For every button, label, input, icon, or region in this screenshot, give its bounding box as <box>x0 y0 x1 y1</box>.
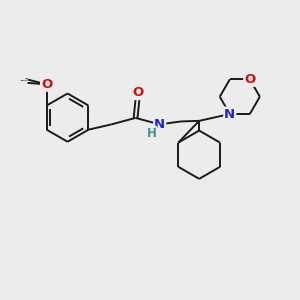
Text: N: N <box>154 118 165 131</box>
Text: methoxy: methoxy <box>21 79 28 80</box>
Text: O: O <box>41 78 52 91</box>
Text: O: O <box>132 86 144 99</box>
Text: H: H <box>146 127 156 140</box>
Text: methoxy: methoxy <box>29 77 35 78</box>
Text: N: N <box>224 107 236 121</box>
Text: O: O <box>244 73 255 86</box>
